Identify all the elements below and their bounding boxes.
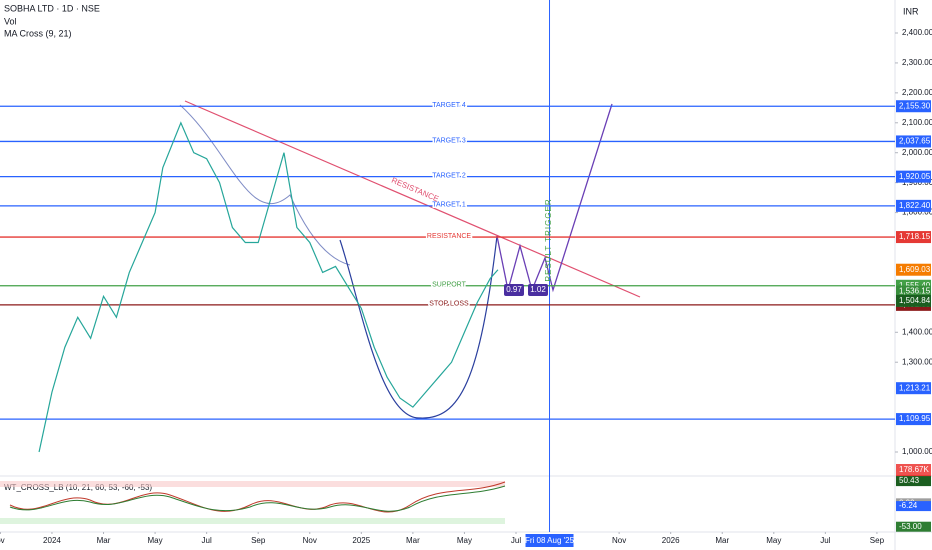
y-tick-label: 1,400.00 [902,327,932,336]
x-tick-label: Fri 08 Aug '25 [525,536,575,545]
price-tag-label: 1,109.95 [899,414,931,423]
osc-tag-label: -53.00 [899,522,922,531]
level-label: RESISTANCE [427,233,472,240]
x-tick-label: Jul [202,536,212,545]
y-tick-label: 2,100.00 [902,118,932,127]
price-tag-label: 1,555.40 [899,281,931,290]
y-tick-label: 2,000.00 [902,148,932,157]
annotation: 1.02 [530,285,546,294]
osc-tag [896,521,931,532]
osc-tag-label: 50.43 [899,476,920,485]
price-tag-label: 1,822.40 [899,201,931,210]
indicator-label: Vol [4,16,17,26]
osc-tag [896,476,931,487]
cup-pattern [339,235,498,419]
x-tick-label: Jul [511,536,521,545]
trend-line [184,100,641,298]
osc-tag [896,501,931,512]
x-tick-label: Mar [406,536,420,545]
oscillator-title: WT_CROSS_LB (10, 21, 60, 53, -60, -53) [4,483,152,492]
x-tick-label: Sep [251,536,266,545]
price-tag [896,382,931,395]
x-tick-label: Mar [715,536,729,545]
osc-tag-label: -6.24 [899,501,918,510]
y-tick-label: 1,800.00 [902,208,932,217]
price-line [38,121,499,453]
price-tag [896,231,931,244]
level-label: STOP LOSS [429,301,469,308]
price-tag [896,294,931,307]
price-tag-label: 1,504.84 [899,296,931,305]
annotation: 0.97 [506,285,522,294]
overbought-band [0,481,505,487]
level-label: TARGET 4 [432,102,466,109]
annotation: RESULT TRIGGER [544,198,553,281]
x-tick-label: May [766,536,781,545]
y-tick-label: 2,200.00 [902,88,932,97]
level-label: SUPPORT [432,282,466,289]
y-tick-label: 2,400.00 [902,28,932,37]
volume-tag-label: 178.67K [899,465,929,474]
oscillator-line [9,481,506,513]
level-label: TARGET 2 [432,172,466,179]
x-tick-label: Nov [612,536,626,545]
currency-label: INR [903,6,919,16]
oversold-band [0,518,505,524]
y-tick-label: 1,300.00 [902,357,932,366]
x-tick-label: Sep [870,536,885,545]
price-tag [896,199,931,212]
y-tick-label: 2,300.00 [902,58,932,67]
x-tick-label: May [457,536,472,545]
indicator-label: MA Cross (9, 21) [4,28,72,38]
oscillator-signal [9,485,506,512]
level-label: TARGET 1 [432,202,466,209]
chart-title: SOBHA LTD · 1D · NSE [4,3,100,13]
price-tag [896,100,931,113]
price-tag [896,170,931,183]
x-tick-label: 2025 [352,536,370,545]
price-tag-label: 1,536.15 [899,287,931,296]
volume-tag [896,464,931,476]
x-tick-label: 2026 [662,536,680,545]
price-tag-label: 1,213.21 [899,383,931,392]
price-tag-label: 1,718.15 [899,232,931,241]
level-label: TARGET 3 [432,137,466,144]
y-tick-label: 1,000.00 [902,447,932,456]
price-tag-label: 2,037.65 [899,137,931,146]
x-tick-label: 2024 [43,536,61,545]
price-tag-label: 1,609.03 [899,265,931,274]
x-tick-label: Mar [97,536,111,545]
annotation-box [504,284,524,296]
x-tick-label: Jul [820,536,830,545]
x-tick-label: Nov [303,536,317,545]
price-tag-label: 1,920.05 [899,172,931,181]
annotation-box [528,284,548,296]
crosshair-tag [525,534,574,547]
price-tag [896,263,931,276]
price-tag [896,285,931,298]
price-tag [896,413,931,426]
ma-curve [179,104,351,266]
price-tag-label: 2,155.30 [899,101,931,110]
price-tag [896,135,931,148]
x-tick-label: ov [0,536,5,545]
x-tick-label: May [148,536,163,545]
